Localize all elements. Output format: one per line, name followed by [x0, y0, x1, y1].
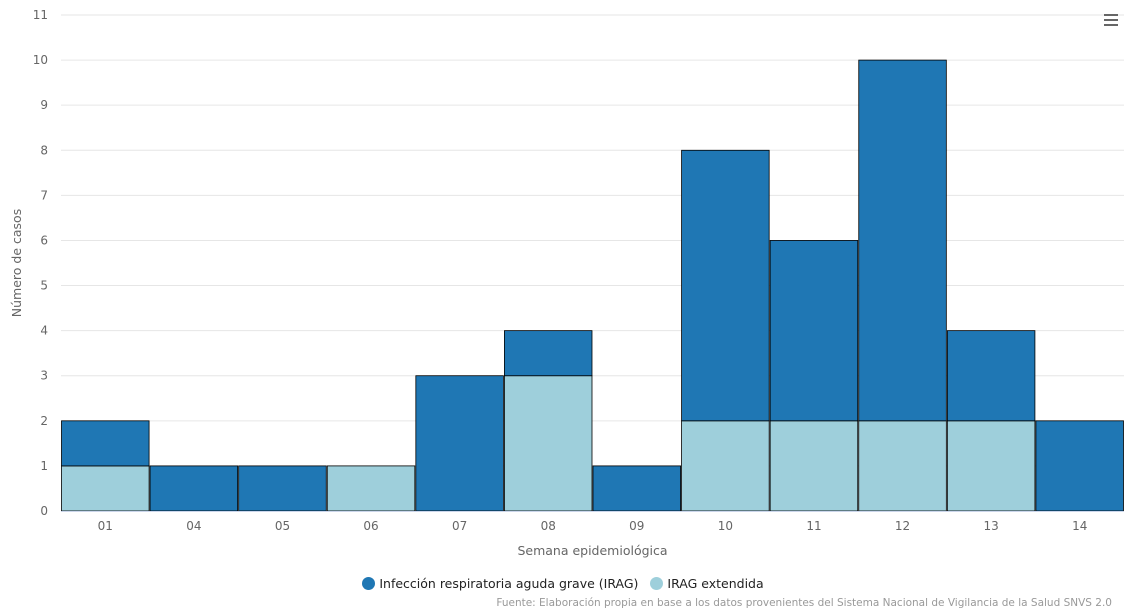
hamburger-menu-icon[interactable]: [1104, 14, 1118, 26]
y-tick-label: 0: [40, 504, 48, 518]
bar-irag: [1035, 420, 1124, 512]
bar-irag: [504, 330, 593, 377]
x-tick-label: 14: [1072, 519, 1087, 533]
bar-irag-extendida: [504, 375, 593, 512]
y-tick-label: 9: [40, 98, 48, 112]
legend-label-irag-extendida: IRAG extendida: [667, 576, 764, 591]
bar-irag: [946, 330, 1036, 422]
x-tick-label: 01: [98, 519, 113, 533]
legend-marker-irag-extendida: [650, 577, 664, 590]
bar-irag-extendida: [61, 465, 150, 512]
y-tick-label: 7: [40, 188, 48, 202]
legend-item-irag[interactable]: Infección respiratoria aguda grave (IRAG…: [362, 576, 638, 591]
legend-item-irag-extendida[interactable]: IRAG extendida: [650, 576, 764, 591]
bar-irag: [592, 465, 681, 512]
y-tick-label: 1: [40, 459, 48, 473]
x-tick-label: 08: [541, 519, 556, 533]
bar-irag-extendida: [858, 420, 947, 512]
y-tick-label: 5: [40, 279, 48, 293]
x-tick-label: 09: [629, 519, 644, 533]
y-tick-label: 3: [40, 369, 48, 383]
legend-label-irag: Infección respiratoria aguda grave (IRAG…: [379, 576, 639, 591]
bar-irag-extendida: [681, 420, 770, 512]
bar-irag: [238, 465, 327, 512]
x-tick-label: 13: [983, 519, 998, 533]
bar-irag: [769, 240, 859, 422]
bar-irag: [681, 149, 770, 422]
bar-irag: [858, 59, 947, 422]
y-tick-label: 8: [40, 143, 48, 157]
credits-text: Fuente: Elaboración propia en base a los…: [496, 597, 1112, 609]
legend: Infección respiratoria aguda grave (IRAG…: [0, 576, 1126, 593]
x-tick-label: 11: [806, 519, 821, 533]
y-tick-label: 6: [40, 233, 48, 247]
legend-marker-irag: [362, 577, 376, 590]
bar-irag-extendida: [946, 420, 1036, 512]
x-tick-label: 07: [452, 519, 467, 533]
y-tick-label: 10: [33, 53, 48, 67]
x-tick-label: 12: [895, 519, 910, 533]
bar-irag-extendida: [326, 465, 416, 512]
y-tick-label: 11: [33, 8, 48, 22]
x-tick-label: 10: [718, 519, 733, 533]
x-axis-title: Semana epidemiológica: [517, 543, 667, 558]
y-axis-title: Número de casos: [9, 209, 24, 317]
bar-irag: [415, 375, 504, 512]
x-tick-label: 04: [186, 519, 201, 533]
bar-irag: [149, 465, 239, 512]
bar-irag-extendida: [769, 420, 859, 512]
x-tick-label: 05: [275, 519, 290, 533]
y-tick-label: 4: [40, 324, 48, 338]
bar-irag: [61, 420, 150, 467]
y-tick-label: 2: [40, 414, 48, 428]
x-tick-label: 06: [363, 519, 378, 533]
